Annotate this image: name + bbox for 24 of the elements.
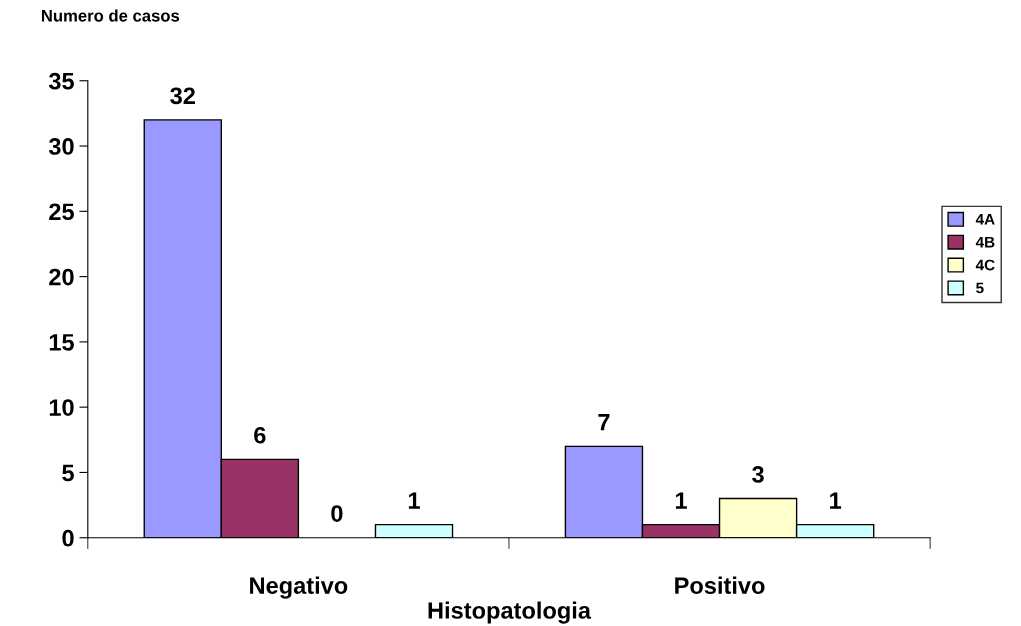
data-label: 1 bbox=[675, 492, 687, 509]
y-tick-label: 25 bbox=[49, 203, 74, 221]
data-label: 7 bbox=[598, 414, 610, 431]
x-axis-title: Histopatologia bbox=[428, 601, 592, 624]
legend-label: 4C bbox=[975, 259, 995, 271]
data-label: 1 bbox=[408, 492, 420, 509]
y-axis-title: Numero de casos bbox=[41, 9, 180, 22]
x-tick-label: Positivo bbox=[675, 576, 765, 594]
y-tick-label: 30 bbox=[48, 138, 74, 155]
y-tick-label: 0 bbox=[62, 529, 74, 547]
data-label: 6 bbox=[254, 426, 266, 444]
data-label: 32 bbox=[170, 87, 195, 105]
legend-label: 4A bbox=[975, 214, 995, 225]
data-label: 3 bbox=[752, 466, 764, 483]
y-tick-label: 20 bbox=[49, 268, 74, 286]
data-label: 1 bbox=[830, 492, 842, 509]
y-tick-label: 5 bbox=[62, 464, 74, 482]
y-tick-label: 35 bbox=[48, 72, 74, 90]
legend-label: 4B bbox=[975, 236, 995, 248]
y-tick-label: 10 bbox=[49, 399, 74, 416]
x-tick-label: Negativo bbox=[250, 576, 348, 599]
y-tick-label: 15 bbox=[49, 334, 74, 351]
data-label: 0 bbox=[331, 505, 343, 522]
legend-label: 5 bbox=[976, 282, 984, 294]
